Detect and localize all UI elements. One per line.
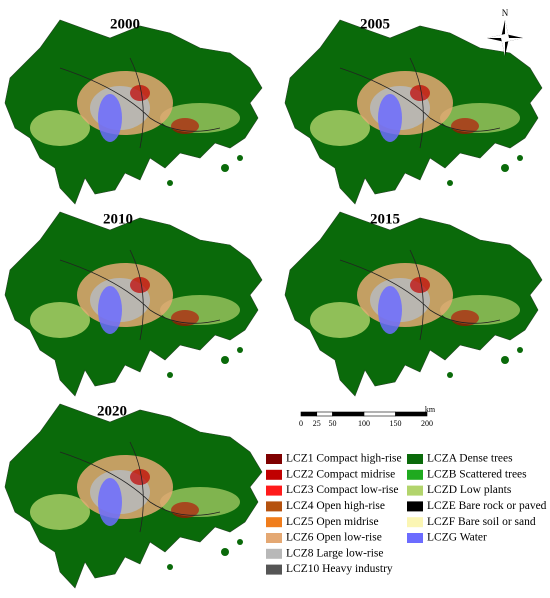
map [4,403,263,589]
legend-swatch [266,517,282,528]
scale-label: 200 [421,419,433,428]
legend-swatch [407,454,423,464]
scale-label: 0 [299,419,303,428]
scale-segment [332,411,365,417]
legend-swatch [266,533,282,543]
legend-label: LCZD Low plants [427,484,512,496]
legend-label: LCZE Bare rock or paved [427,500,547,512]
map [284,211,543,397]
legend-label: LCZ1 Compact high-rise [286,453,402,465]
legend-label: LCZ10 Heavy industry [286,563,393,575]
scale-label: 100 [358,419,370,428]
legend-swatch [266,485,282,496]
scale-label: 150 [390,419,402,428]
legend-label: LCZA Dense trees [427,453,513,465]
scale-segment [300,411,318,417]
map [4,211,263,397]
year-label: 2005 [360,16,390,32]
scale-unit: km [425,405,436,414]
legend-label: LCZ5 Open midrise [286,516,379,528]
scale-segment [395,411,428,417]
scale-label: 25 [313,419,321,428]
legend-label: LCZ4 Open high-rise [286,500,385,512]
legend-label: LCZF Bare soil or sand [427,516,536,528]
legend-label: LCZ2 Compact midrise [286,468,395,480]
legend-swatch [407,517,423,528]
year-label: 2000 [110,16,140,32]
map [4,19,263,205]
legend-label: LCZ8 Large low-rise [286,547,384,559]
legend-label: LCZB Scattered trees [427,468,527,480]
legend-swatch [266,564,282,575]
year-label: 2010 [103,211,133,227]
legend-swatch [266,469,282,480]
compass-label: N [502,8,509,18]
scale-segment [363,411,396,417]
legend-swatch [407,501,423,512]
legend-swatch [266,548,282,559]
legend-label: LCZG Water [427,532,487,544]
legend-swatch [266,501,282,512]
legend-swatch [266,454,282,464]
legend: LCZ1 Compact high-rise LCZ2 Compact midri… [266,453,547,575]
year-label: 2015 [370,211,400,227]
legend-swatch [407,533,423,543]
scale-segment [316,411,333,417]
scale-bar: 0 25 50 100 150 200 km [299,405,436,428]
legend-label: LCZ6 Open low-rise [286,532,382,544]
compass: N [487,8,523,56]
year-label: 2020 [97,403,127,419]
legend-swatch [407,469,423,480]
legend-swatch [407,485,423,496]
legend-label: LCZ3 Compact low-rise [286,484,398,496]
scale-label: 50 [329,419,337,428]
